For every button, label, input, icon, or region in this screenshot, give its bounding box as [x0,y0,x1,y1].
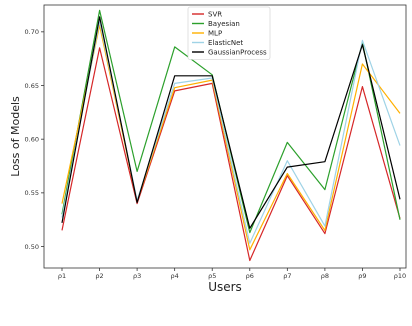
x-tick-label: ρ8 [321,272,329,280]
legend-label-mlp: MLP [208,29,222,37]
y-tick-label: 0.55 [25,189,39,197]
y-tick-label: 0.60 [25,135,39,143]
x-axis-label: Users [208,280,242,294]
x-tick-label: ρ3 [133,272,141,280]
series-line-gaussianprocess [61,16,401,229]
x-tick-label: ρ6 [246,272,254,280]
x-tick-label: ρ5 [208,272,216,280]
legend-box [187,6,271,60]
legend-label-svr: SVR [208,10,222,18]
plot-frame [43,4,407,269]
legend-label-gaussianprocess: GaussianProcess [208,48,267,56]
x-tick-label: ρ9 [358,272,366,280]
x-axis: ρ1 ρ2 ρ3 ρ4 ρ5 ρ6 ρ7 ρ8 ρ9 ρ10 [58,268,406,280]
y-tick-label: 0.65 [25,82,39,90]
x-tick-label: ρ1 [58,272,66,280]
y-tick-label: 0.70 [25,28,39,36]
y-tick-label: 0.50 [25,243,39,251]
x-tick-label: ρ10 [394,272,406,280]
series-lines [61,9,401,262]
x-tick-label: ρ7 [283,272,291,280]
x-tick-label: ρ2 [95,272,103,280]
y-axis: 0.50 0.55 0.60 0.65 0.70 [25,28,44,251]
x-tick-label: ρ4 [171,272,179,280]
legend-label-elasticnet: ElasticNet [208,39,243,47]
plot-area [43,4,407,269]
y-axis-label: Loss of Models [9,96,22,177]
legend-label-bayesian: Bayesian [208,20,240,28]
series-line-svr [61,47,401,262]
